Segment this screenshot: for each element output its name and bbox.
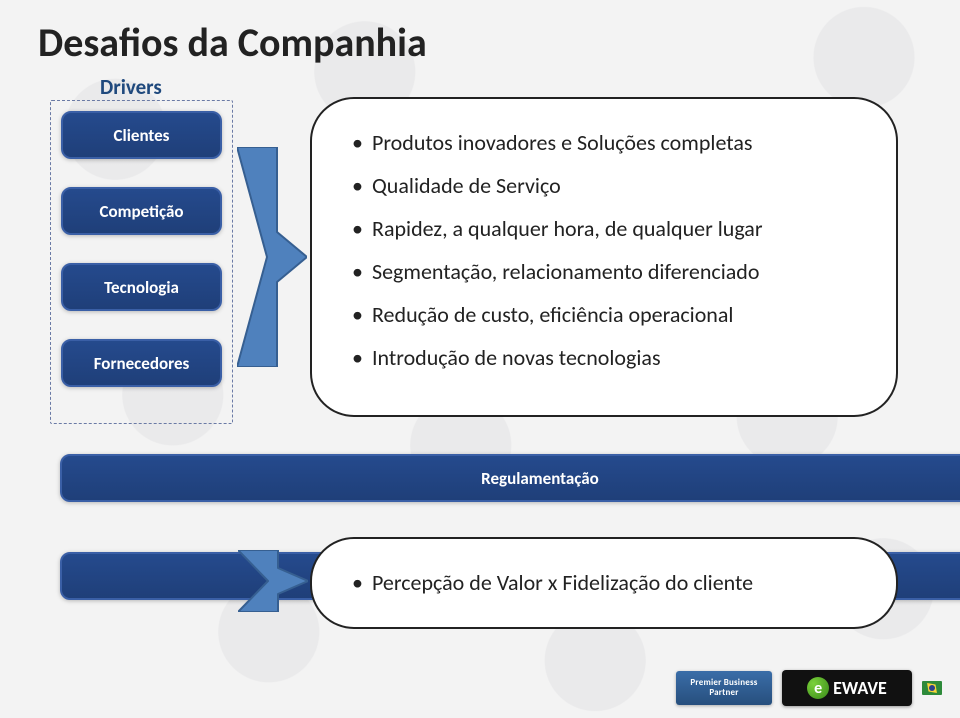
ibm-badge-text: Premier Business Partner bbox=[676, 678, 772, 698]
challenges-bubble-secondary: Percepção de Valor x Fidelização do clie… bbox=[310, 537, 898, 629]
drivers-group-box: Clientes Competição Tecnologia Fornecedo… bbox=[50, 100, 233, 424]
driver-pill-clientes: Clientes bbox=[61, 111, 222, 159]
challenge-item: Redução de custo, eficiência operacional bbox=[352, 302, 864, 327]
arrow-icon bbox=[238, 550, 308, 612]
drivers-heading: Drivers bbox=[100, 74, 162, 100]
driver-pill-tecnologia: Tecnologia bbox=[61, 263, 222, 311]
ewave-badge: e EWAVE bbox=[782, 670, 912, 706]
challenges-bubble-main: Produtos inovadores e Soluções completas… bbox=[310, 97, 898, 417]
challenge-item: Produtos inovadores e Soluções completas bbox=[352, 130, 864, 155]
ewave-logo-icon: e bbox=[807, 677, 829, 699]
driver-pill-competicao: Competição bbox=[61, 187, 222, 235]
arrow-icon bbox=[237, 147, 307, 367]
ewave-badge-text: EWAVE bbox=[833, 677, 887, 699]
driver-pill-regulamentacao: Regulamentação bbox=[60, 454, 960, 502]
challenge-item: Qualidade de Serviço bbox=[352, 173, 864, 198]
challenge-item: Rapidez, a qualquer hora, de qualquer lu… bbox=[352, 216, 864, 241]
challenge-item: Introdução de novas tecnologias bbox=[352, 345, 864, 370]
challenge-item: Percepção de Valor x Fidelização do clie… bbox=[352, 570, 753, 595]
page-title: Desafios da Companhia bbox=[38, 18, 427, 67]
brazil-flag-icon bbox=[922, 681, 942, 695]
driver-pill-fornecedores: Fornecedores bbox=[61, 339, 222, 387]
challenge-item: Segmentação, relacionamento diferenciado bbox=[352, 259, 864, 284]
ibm-partner-badge: Premier Business Partner bbox=[676, 671, 772, 705]
footer-badges: Premier Business Partner e EWAVE bbox=[676, 670, 942, 706]
